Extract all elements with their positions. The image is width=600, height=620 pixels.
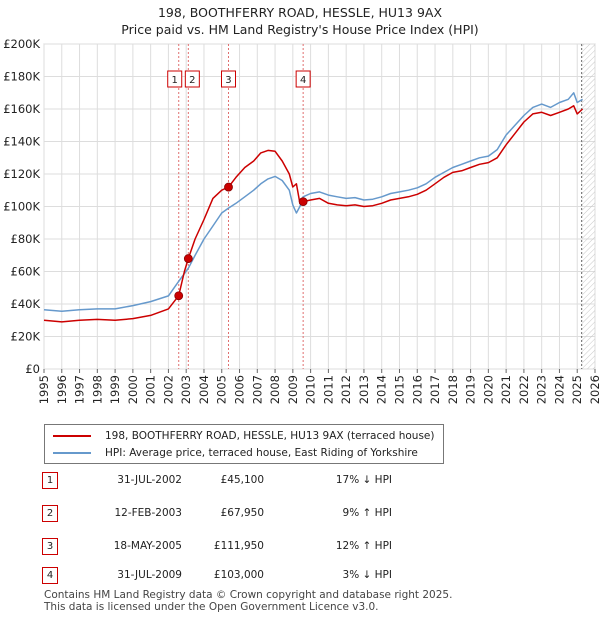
x-tick-label: 2002 — [161, 375, 175, 404]
footer-copyright: Contains HM Land Registry data © Crown c… — [44, 589, 453, 601]
x-tick-label: 2014 — [375, 375, 389, 404]
x-tick-label: 2006 — [233, 375, 247, 404]
x-tick-label: 2008 — [268, 375, 282, 404]
x-tick-label: 2003 — [179, 375, 193, 404]
sale-price: £103,000 — [213, 569, 264, 581]
y-tick-label: £200K — [3, 37, 40, 51]
x-tick-label: 2016 — [410, 375, 424, 404]
chart-title: 198, BOOTHFERRY ROAD, HESSLE, HU13 9AX — [157, 5, 443, 20]
x-tick-label: 1997 — [73, 375, 87, 404]
y-tick-label: £20K — [11, 330, 41, 344]
chart-subtitle: Price paid vs. HM Land Registry's House … — [121, 22, 479, 37]
legend-item-hpi: HPI: Average price, terraced house, East… — [53, 445, 418, 461]
x-tick-label: 2022 — [517, 375, 531, 404]
future-hatch — [581, 44, 595, 369]
legend: 198, BOOTHFERRY ROAD, HESSLE, HU13 9AX (… — [44, 424, 444, 464]
sale-price: £111,950 — [213, 540, 264, 552]
hpi-series-line — [43, 92, 583, 313]
sale-date: 31-JUL-2002 — [117, 474, 182, 486]
x-tick-label: 2019 — [464, 375, 478, 404]
sale-marker-label: 1 — [172, 75, 178, 86]
x-tick-label: 2013 — [357, 375, 371, 404]
y-tick-label: £0 — [25, 362, 40, 376]
x-tick-label: 2012 — [339, 375, 353, 404]
sale-price: £67,950 — [220, 507, 264, 519]
sale-marker-label: 2 — [189, 75, 195, 86]
sale-number-badge: 2 — [42, 505, 58, 522]
x-tick-label: 2024 — [552, 375, 566, 404]
y-tick-label: £40K — [11, 297, 41, 311]
x-tick-label: 2011 — [321, 375, 335, 404]
sale-marker-box — [167, 70, 183, 88]
legend-label-property: 198, BOOTHFERRY ROAD, HESSLE, HU13 9AX (… — [105, 430, 435, 442]
sale-hpi-diff: 17% ↓ HPI — [335, 474, 392, 486]
x-tick-label: 2020 — [481, 375, 495, 404]
legend-swatch-hpi — [53, 452, 91, 454]
sale-date: 12-FEB-2003 — [114, 507, 182, 519]
sale-number-badge: 4 — [42, 567, 58, 584]
x-tick-label: 2007 — [250, 375, 264, 404]
y-tick-label: £140K — [3, 135, 40, 149]
x-tick-label: 2001 — [144, 375, 158, 404]
x-tick-label: 2004 — [197, 375, 211, 404]
sale-hpi-diff: 12% ↑ HPI — [335, 540, 392, 552]
sale-price: £45,100 — [220, 474, 264, 486]
legend-label-hpi: HPI: Average price, terraced house, East… — [105, 447, 418, 459]
x-tick-label: 2023 — [535, 375, 549, 404]
sale-date: 31-JUL-2009 — [117, 569, 182, 581]
sale-point — [183, 254, 193, 263]
legend-item-property: 198, BOOTHFERRY ROAD, HESSLE, HU13 9AX (… — [53, 428, 434, 444]
table-row: 3 18-MAY-2005 £111,950 12% ↑ HPI — [42, 538, 402, 556]
x-tick-label: 2025 — [570, 375, 584, 404]
x-tick-label: 1998 — [90, 375, 104, 404]
y-tick-label: £100K — [3, 200, 40, 214]
y-tick-label: £120K — [3, 167, 40, 181]
x-tick-label: 2015 — [392, 375, 406, 404]
sale-point — [174, 291, 184, 301]
x-tick-label: 2018 — [446, 375, 460, 404]
sale-marker-box — [184, 70, 200, 88]
sale-marker-label: 3 — [225, 75, 231, 86]
footer: Contains HM Land Registry data © Crown c… — [44, 589, 452, 613]
x-tick-label: 2000 — [126, 375, 140, 404]
y-tick-label: £160K — [3, 102, 40, 116]
sale-hpi-diff: 3% ↓ HPI — [342, 569, 392, 581]
legend-swatch-property — [53, 435, 91, 437]
sale-date: 18-MAY-2005 — [113, 540, 182, 552]
x-tick-label: 2005 — [215, 375, 229, 404]
footer-licence: This data is licensed under the Open Gov… — [44, 601, 379, 613]
y-tick-label: £180K — [3, 70, 40, 84]
x-tick-label: 2021 — [499, 375, 513, 404]
x-tick-label: 2010 — [304, 375, 318, 404]
x-tick-label: 1999 — [108, 375, 122, 404]
x-tick-label: 2009 — [286, 375, 300, 404]
sale-point — [298, 197, 308, 207]
x-tick-label: 2026 — [588, 375, 600, 404]
y-tick-label: £80K — [11, 232, 41, 246]
sale-number-badge: 1 — [42, 472, 58, 489]
sale-number-badge: 3 — [42, 538, 58, 555]
sale-point — [224, 182, 233, 192]
y-tick-label: £60K — [11, 265, 41, 279]
sale-marker-box — [220, 70, 236, 88]
x-tick-label: 2017 — [428, 375, 442, 404]
table-row: 2 12-FEB-2003 £67,950 9% ↑ HPI — [42, 505, 402, 523]
table-row: 1 31-JUL-2002 £45,100 17% ↓ HPI — [42, 472, 402, 490]
x-tick-label: 1995 — [37, 375, 51, 404]
table-row: 4 31-JUL-2009 £103,000 3% ↓ HPI — [42, 567, 402, 585]
sale-hpi-diff: 9% ↑ HPI — [342, 507, 392, 519]
x-tick-label: 1996 — [55, 375, 69, 404]
sale-marker-label: 4 — [300, 75, 306, 86]
sale-marker-box — [295, 70, 311, 88]
